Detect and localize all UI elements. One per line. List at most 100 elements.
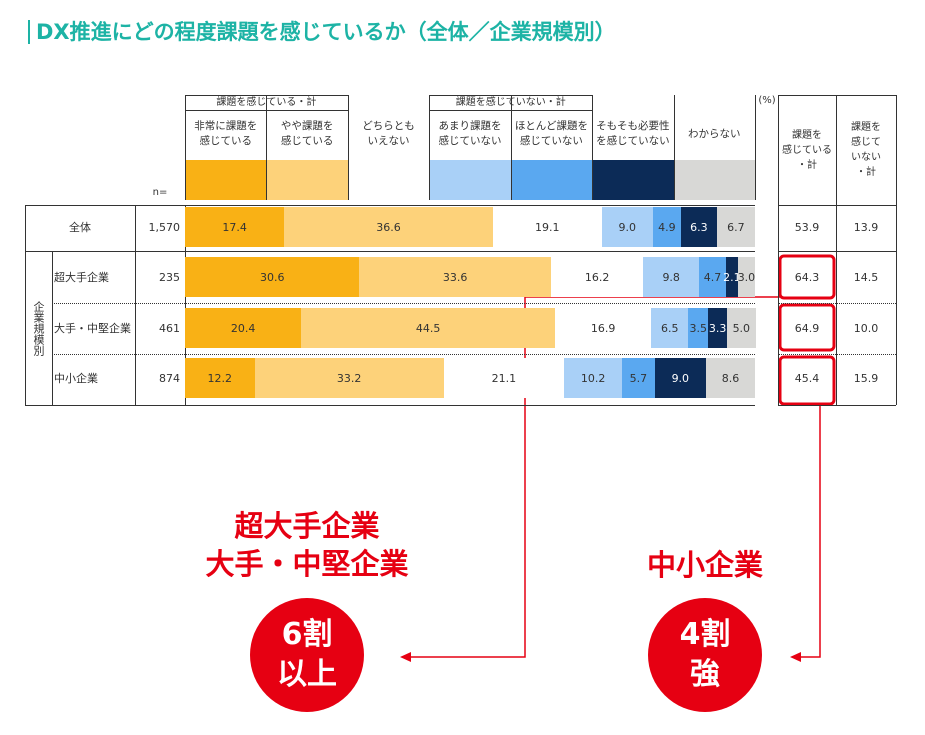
table-line	[52, 303, 755, 304]
table-line	[185, 110, 348, 111]
annotation: 中小企業	[646, 548, 763, 582]
group-header: 課題を感じていない・計	[455, 97, 566, 108]
highlight-box	[778, 355, 836, 406]
bar-value-label: 2.1	[723, 270, 741, 284]
bar-value-label: 12.2	[207, 371, 233, 385]
bar-segment	[622, 358, 655, 398]
bar-segment	[185, 207, 285, 247]
table-line	[52, 354, 755, 355]
table-line	[778, 95, 779, 405]
bar-value-label: 4.7	[703, 270, 722, 284]
legend-label: やや課題を 感じている	[280, 120, 334, 147]
bar-value-label: 6.7	[727, 220, 745, 234]
total-header: 課題を 感じて いない ・計	[851, 122, 881, 178]
arrow-head	[400, 652, 411, 662]
row-label: 全体	[69, 220, 91, 234]
table-line	[185, 95, 348, 96]
bar-value-label: 3.0	[737, 270, 756, 284]
bar-value-label: 3.3	[708, 321, 727, 335]
bar-segment	[359, 257, 551, 297]
bar-segment	[185, 257, 360, 297]
bar-value-label: 21.1	[491, 371, 517, 385]
legend-swatch	[510, 160, 593, 200]
total-header: 課題を 感じている ・計	[782, 129, 832, 171]
sample-size: 874	[159, 371, 180, 385]
table-line	[185, 205, 186, 405]
unit-label: (%)	[758, 95, 776, 106]
table-line	[778, 251, 896, 252]
table-line	[673, 95, 675, 200]
total-value: 64.3	[794, 270, 820, 284]
total-value: 15.9	[853, 371, 879, 385]
bar-segment	[652, 207, 681, 247]
highlight-box	[778, 303, 836, 352]
table-line	[25, 205, 26, 405]
bar-value-label: 9.8	[662, 270, 680, 284]
chart-title: DX推進にどの程度課題を感じているか（全体／企業規模別）	[36, 19, 616, 44]
table-line	[429, 95, 593, 96]
legend-label: ほとんど課題を 感じていない	[514, 120, 588, 147]
bar-segment	[254, 358, 444, 398]
total-value: 13.9	[853, 220, 879, 234]
badge	[648, 598, 762, 712]
bar-segment	[443, 358, 565, 398]
bar-value-label: 8.6	[721, 371, 740, 385]
bar-value-label: 6.3	[690, 220, 708, 234]
legend-swatch	[347, 160, 430, 200]
legend-label: わからない	[688, 127, 741, 140]
bar-segment	[725, 257, 738, 297]
table-line	[778, 405, 896, 406]
bar-segment	[737, 257, 755, 297]
legend-label: 非常に課題を 感じている	[194, 120, 258, 147]
bar-value-label: 5.7	[629, 371, 648, 385]
annotation: 超大手企業 大手・中堅企業	[205, 509, 409, 581]
bar-value-label: 9.0	[618, 220, 637, 234]
bar-segment	[564, 358, 623, 398]
bar-segment	[705, 358, 755, 398]
legend-label: どちらとも いえない	[362, 120, 415, 147]
table-line	[429, 110, 593, 111]
bar-value-label: 10.2	[580, 371, 606, 385]
row-label: 中小企業	[54, 371, 98, 385]
connector	[800, 404, 821, 658]
table-line	[896, 95, 897, 405]
total-value: 45.4	[794, 371, 820, 385]
legend-label: そもそも必要性 を感じていない	[596, 120, 670, 147]
bar-segment	[185, 308, 302, 348]
arrow-head	[790, 652, 801, 662]
bar-segment	[185, 358, 255, 398]
row-label: 大手・中堅企業	[54, 321, 131, 335]
bar-segment	[550, 257, 644, 297]
bar-segment	[301, 308, 555, 348]
total-value: 53.9	[794, 220, 820, 234]
bar-segment	[492, 207, 602, 247]
legend-swatch	[266, 160, 348, 200]
legend-label: あまり課題を 感じていない	[438, 120, 502, 147]
highlight-box	[778, 254, 836, 300]
table-line	[266, 95, 268, 200]
total-value: 10.0	[853, 321, 879, 335]
table-line	[135, 205, 136, 405]
bar-segment	[554, 308, 652, 348]
bar-segment	[699, 257, 726, 297]
bar-value-label: 17.4	[222, 220, 247, 234]
bar-segment	[688, 308, 709, 348]
table-line	[510, 95, 512, 200]
bar-segment	[654, 358, 706, 398]
table-line	[778, 205, 896, 206]
bar-value-label: 9.0	[671, 371, 690, 385]
table-line	[778, 95, 896, 96]
title-bar	[28, 20, 30, 44]
total-value: 64.9	[794, 321, 820, 335]
bar-segment	[284, 207, 493, 247]
badge-text: 6割 以上	[277, 617, 337, 692]
table-line	[25, 405, 755, 406]
bar-segment	[643, 257, 700, 297]
bar-value-label: 6.5	[661, 321, 679, 335]
bar-value-label: 20.4	[230, 321, 256, 335]
table-line	[25, 251, 755, 252]
sample-size: 461	[159, 321, 180, 335]
bar-value-label: 36.6	[376, 220, 401, 234]
table-line	[185, 95, 186, 200]
